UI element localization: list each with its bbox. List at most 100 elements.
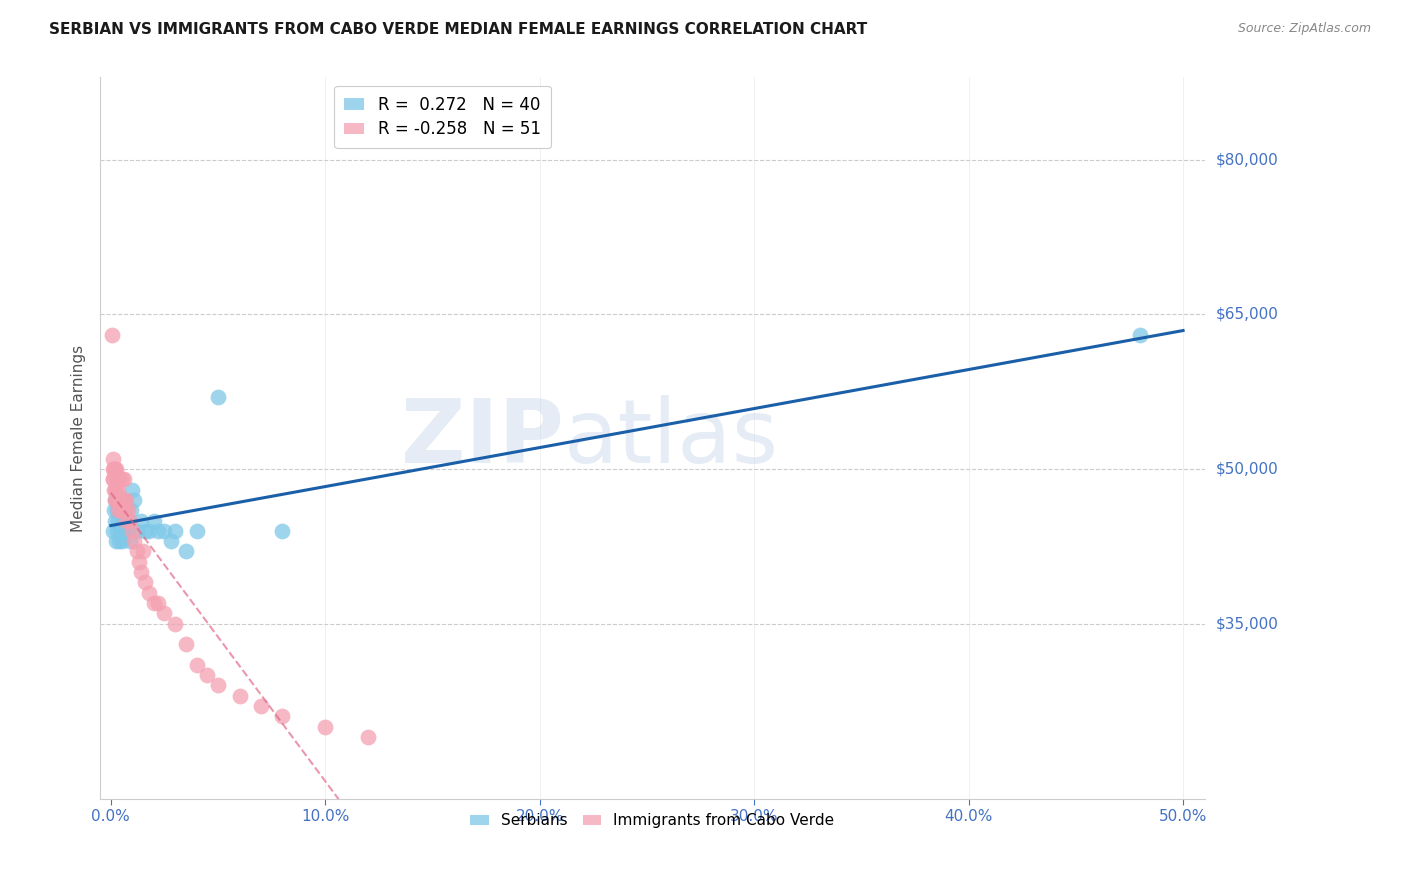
Point	[114, 503, 136, 517]
Point	[117, 503, 139, 517]
Point	[186, 657, 208, 672]
Point	[125, 524, 148, 538]
Point	[357, 730, 380, 744]
Point	[115, 493, 138, 508]
Point	[104, 483, 127, 497]
Point	[124, 534, 146, 549]
Point	[101, 451, 124, 466]
Point	[118, 514, 141, 528]
Point	[186, 524, 208, 538]
Point	[110, 503, 132, 517]
Point	[142, 596, 165, 610]
Point	[142, 514, 165, 528]
Point	[121, 483, 143, 497]
Point	[115, 503, 138, 517]
Point	[114, 514, 136, 528]
Point	[110, 534, 132, 549]
Point	[134, 575, 156, 590]
Point	[314, 720, 336, 734]
Text: $65,000: $65,000	[1216, 307, 1278, 322]
Point	[112, 472, 135, 486]
Point	[195, 668, 218, 682]
Text: ZIP: ZIP	[401, 394, 564, 482]
Point	[108, 493, 131, 508]
Point	[101, 328, 124, 343]
Point	[105, 483, 128, 497]
Text: Source: ZipAtlas.com: Source: ZipAtlas.com	[1237, 22, 1371, 36]
Point	[107, 503, 129, 517]
Point	[101, 472, 124, 486]
Point	[104, 493, 127, 508]
Point	[250, 699, 273, 714]
Point	[111, 503, 134, 517]
Point	[103, 483, 125, 497]
Point	[115, 514, 138, 528]
Point	[138, 585, 160, 599]
Point	[105, 534, 128, 549]
Point	[112, 493, 135, 508]
Point	[103, 472, 125, 486]
Point	[125, 544, 148, 558]
Point	[104, 493, 127, 508]
Point	[110, 472, 132, 486]
Point	[146, 524, 169, 538]
Point	[124, 493, 146, 508]
Point	[105, 493, 128, 508]
Point	[104, 514, 127, 528]
Point	[120, 503, 142, 517]
Point	[105, 503, 128, 517]
Point	[228, 689, 250, 703]
Point	[129, 565, 152, 579]
Point	[104, 462, 127, 476]
Point	[207, 678, 229, 692]
Point	[153, 607, 176, 621]
Point	[121, 524, 143, 538]
Point	[128, 555, 150, 569]
Point	[105, 462, 128, 476]
Point	[174, 544, 197, 558]
Point	[103, 503, 125, 517]
Point	[107, 514, 129, 528]
Text: $80,000: $80,000	[1216, 153, 1278, 168]
Point	[271, 524, 294, 538]
Point	[101, 524, 124, 538]
Point	[104, 493, 127, 508]
Point	[165, 524, 187, 538]
Point	[153, 524, 176, 538]
Point	[207, 390, 229, 404]
Point	[108, 472, 131, 486]
Point	[101, 462, 124, 476]
Point	[1129, 328, 1152, 343]
Point	[108, 534, 131, 549]
Point	[160, 534, 183, 549]
Text: $50,000: $50,000	[1216, 461, 1278, 476]
Point	[165, 616, 187, 631]
Point	[110, 503, 132, 517]
Point	[105, 472, 128, 486]
Point	[111, 514, 134, 528]
Point	[129, 514, 152, 528]
Point	[120, 514, 142, 528]
Point	[134, 524, 156, 538]
Y-axis label: Median Female Earnings: Median Female Earnings	[72, 344, 86, 532]
Text: SERBIAN VS IMMIGRANTS FROM CABO VERDE MEDIAN FEMALE EARNINGS CORRELATION CHART: SERBIAN VS IMMIGRANTS FROM CABO VERDE ME…	[49, 22, 868, 37]
Point	[115, 514, 138, 528]
Text: atlas: atlas	[564, 394, 779, 482]
Text: $35,000: $35,000	[1216, 616, 1278, 632]
Point	[115, 524, 138, 538]
Point	[120, 534, 142, 549]
Point	[112, 493, 135, 508]
Point	[110, 493, 132, 508]
Point	[105, 524, 128, 538]
Point	[103, 462, 125, 476]
Point	[132, 544, 155, 558]
Point	[174, 637, 197, 651]
Point	[146, 596, 169, 610]
Point	[110, 524, 132, 538]
Point	[138, 524, 160, 538]
Point	[108, 493, 131, 508]
Point	[107, 483, 129, 497]
Legend: Serbians, Immigrants from Cabo Verde: Serbians, Immigrants from Cabo Verde	[464, 807, 841, 835]
Point	[271, 709, 294, 723]
Point	[117, 524, 139, 538]
